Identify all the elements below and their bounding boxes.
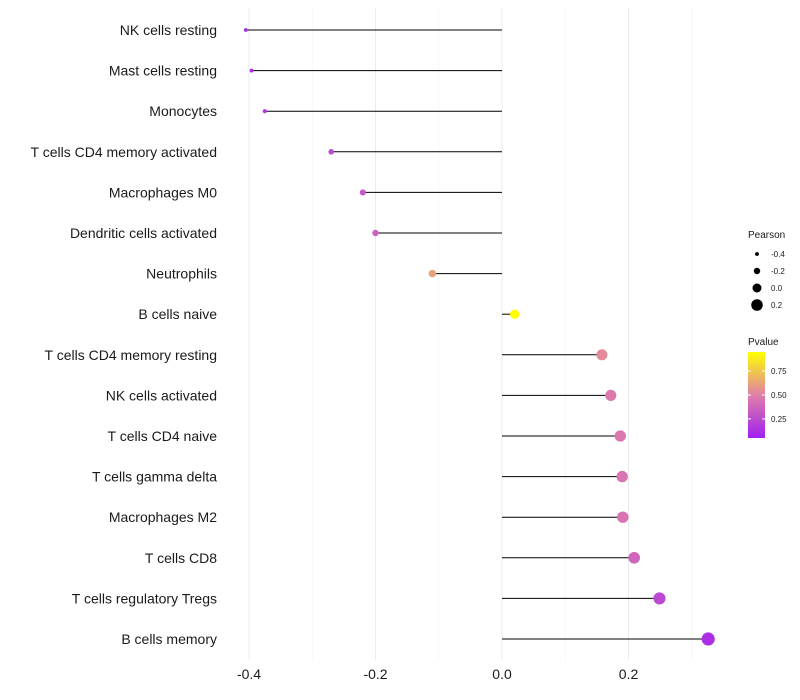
point-0 [243,28,248,32]
point-3 [328,149,334,155]
category-label-12: Macrophages M2 [109,509,217,525]
legend-size-key-3 [751,299,763,311]
category-label-11: T cells gamma delta [92,469,217,485]
legend-color-label-0: 0.25 [771,415,787,424]
legend-size-label-1: -0.2 [771,267,785,276]
category-label-1: Mast cells resting [109,63,217,79]
point-2 [262,109,267,114]
point-5 [372,229,379,237]
legend-size-label-0: -0.4 [771,250,785,259]
legend-color-label-2: 0.75 [771,367,787,376]
point-9 [605,389,617,401]
point-8 [596,349,608,361]
legend-size-key-2 [752,283,762,293]
point-11 [616,470,628,483]
dot-layer [243,28,715,646]
category-label-13: T cells CD8 [145,550,217,566]
legend-size-key-1 [753,267,761,275]
stem-layer [245,29,709,640]
category-label-15: B cells memory [121,631,217,647]
x-axis: -0.4 -0.2 0.0 0.2 [237,666,639,682]
category-label-6: Neutrophils [146,266,217,282]
legend-color-label-1: 0.50 [771,391,787,400]
x-tick-label-2: 0.0 [492,666,512,682]
legend-size-label-2: 0.0 [771,284,783,293]
category-label-0: NK cells resting [120,22,217,38]
category-label-3: T cells CD4 memory activated [31,144,217,160]
point-12 [617,511,629,523]
category-label-10: T cells CD4 naive [108,428,218,444]
point-15 [701,632,715,646]
category-label-14: T cells regulatory Tregs [72,590,217,606]
legend: Pearson -0.4 -0.2 0.0 0.2 Pvalue 0.25 0.50 0.75 [748,230,787,438]
point-10 [614,430,626,442]
category-label-2: Monocytes [149,103,217,119]
point-13 [628,551,641,564]
x-tick-label-0: -0.4 [237,666,261,682]
category-label-4: Macrophages M0 [109,184,217,200]
point-7 [510,309,520,319]
legend-size-title: Pearson [748,230,785,241]
x-tick-label-3: 0.2 [619,666,639,682]
x-tick-label-1: -0.2 [363,666,387,682]
point-14 [653,592,666,605]
category-label-8: T cells CD4 memory resting [45,347,217,363]
category-label-5: Dendritic cells activated [70,225,217,241]
point-6 [428,269,437,278]
category-axis: NK cells resting Mast cells resting Monocy… [31,22,218,647]
grid-layer [248,8,693,660]
category-label-7: B cells naive [138,306,217,322]
point-4 [359,189,366,196]
category-label-9: NK cells activated [106,387,217,403]
legend-color-title: Pvalue [748,337,779,348]
legend-colorbar [748,352,765,438]
legend-size-label-3: 0.2 [771,301,783,310]
legend-size-key-0 [755,252,759,256]
point-1 [249,68,254,73]
